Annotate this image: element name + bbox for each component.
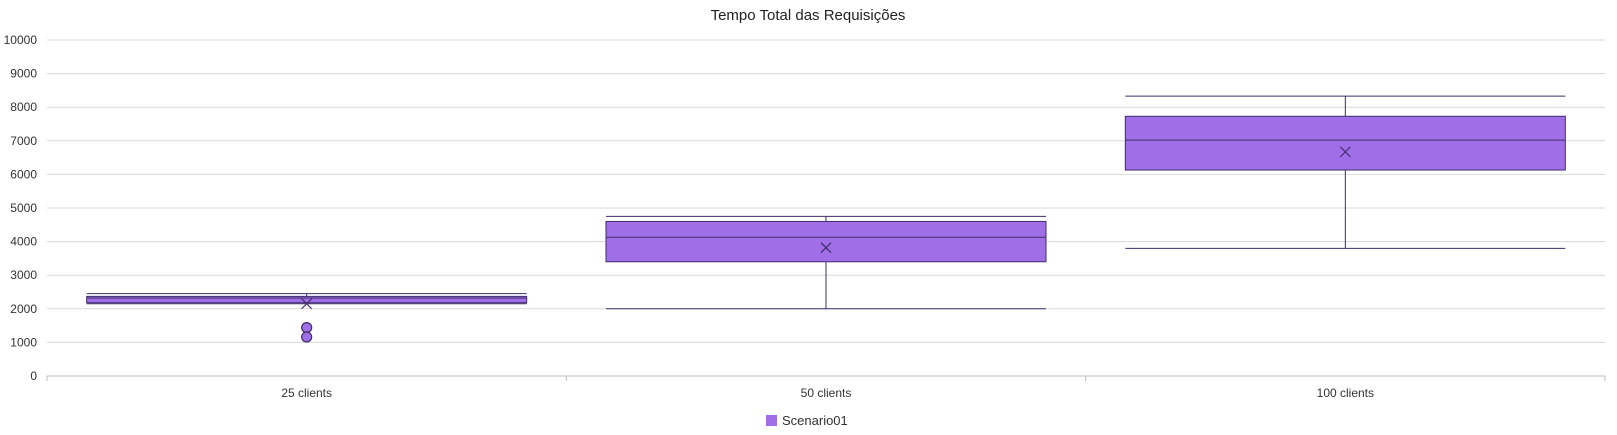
mean-marker	[820, 242, 832, 254]
y-tick-label: 10000	[4, 33, 38, 47]
x-tick-label: 50 clients	[801, 386, 852, 400]
outlier-point	[301, 331, 313, 343]
y-tick-label: 1000	[10, 335, 37, 349]
y-axis: 0 1000 2000 3000 4000 5000 6000 7000 8000 9000 100…	[4, 33, 38, 383]
box-group	[86, 293, 528, 343]
x-axis: 25 clients 50 clients 100 clients	[46, 375, 1606, 400]
box	[605, 220, 1047, 263]
legend-swatch	[766, 415, 777, 426]
legend-label: Scenario01	[782, 413, 848, 428]
box	[86, 295, 528, 304]
y-tick-label: 5000	[10, 201, 37, 215]
box	[1124, 115, 1566, 171]
y-tick-label: 9000	[10, 67, 37, 81]
y-tick-label: 6000	[10, 167, 37, 181]
y-tick-label: 7000	[10, 134, 37, 148]
gridlines	[47, 39, 1605, 377]
plot-area	[86, 95, 1566, 343]
mean-marker	[301, 298, 313, 310]
y-tick-label: 8000	[10, 100, 37, 114]
y-tick-label: 0	[30, 369, 37, 383]
legend[interactable]: Scenario01	[766, 413, 848, 428]
x-tick-label: 100 clients	[1317, 386, 1374, 400]
y-tick-label: 4000	[10, 235, 37, 249]
box-group	[605, 215, 1047, 310]
mean-marker	[1339, 146, 1351, 158]
y-tick-label: 2000	[10, 302, 37, 316]
outlier-point	[301, 322, 313, 334]
y-tick-label: 3000	[10, 268, 37, 282]
chart-title: Tempo Total das Requisições	[711, 7, 906, 24]
box-group	[1124, 95, 1566, 249]
x-tick-label: 25 clients	[281, 386, 332, 400]
